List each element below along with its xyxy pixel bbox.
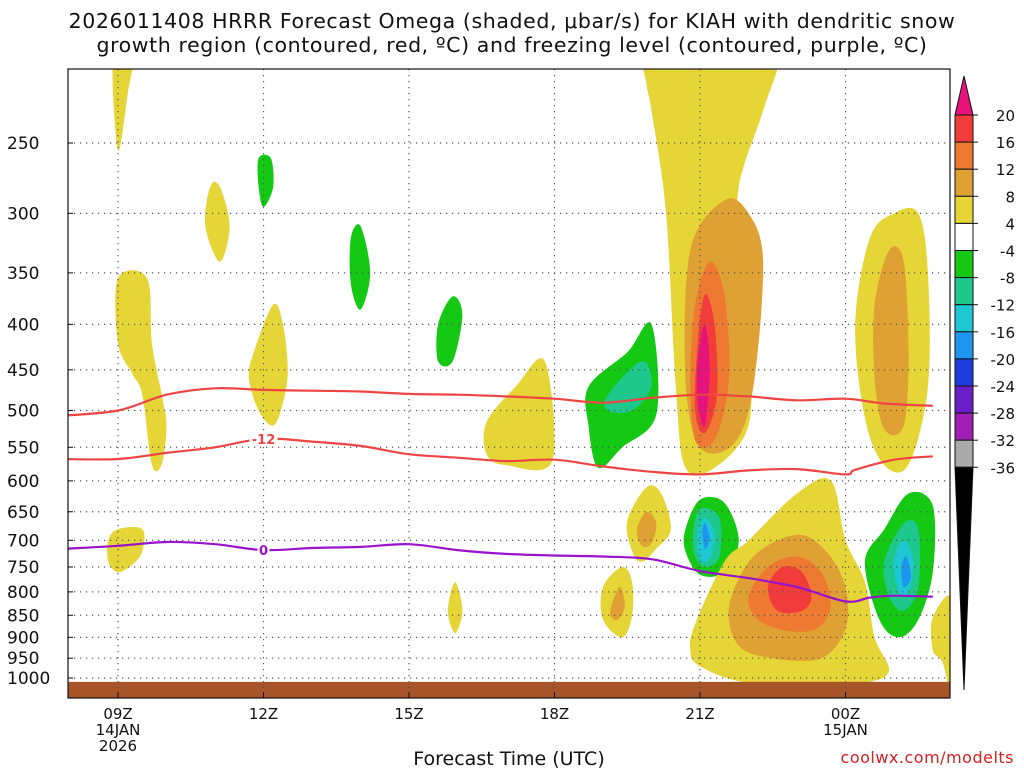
omega-region-22 [107,527,145,573]
y-tick-label-550: 550 [7,438,39,458]
isotherm-line-0 [68,437,933,476]
omega-region-0 [112,69,133,151]
colorbar-label-0: 20 [996,107,1015,125]
y-tick-label-300: 300 [7,204,39,224]
colorbar-bin-13 [954,439,974,468]
omega-region-1 [115,270,167,472]
colorbar-label-11: -28 [991,405,1016,423]
colorbar-label-3: 8 [1005,188,1015,206]
isotherm-label-0: -12 [252,433,276,448]
colorbar-bin-12 [954,412,974,441]
x-tick-label-15-1: 15Z [394,705,423,723]
y-tick-label-800: 800 [7,583,39,603]
x-tick-label-18-1: 18Z [540,705,569,723]
colorbar-bin-3 [954,168,974,197]
colorbar-label-9: -20 [991,351,1016,369]
y-tick-label-650: 650 [7,503,39,523]
omega-shading-layer [68,69,950,698]
colorbar-bin-5 [954,222,974,251]
colorbar-label-13: -36 [991,459,1016,477]
omega-region-30 [767,566,812,614]
colorbar-label-12: -32 [991,432,1016,450]
isotherm-label-bg-0 [249,431,278,446]
colorbar-bin-2 [954,141,974,170]
y-tick-label-1000: 1000 [7,669,50,689]
y-tick-label-900: 900 [7,628,39,648]
omega-region-35 [930,595,950,693]
omega-region-2 [204,181,230,262]
x-tick-label-9-1: 09Z [103,705,132,723]
colorbar-bin-8 [954,304,974,333]
colorbar-bin-11 [954,385,974,414]
omega-region-18 [636,511,657,547]
colorbar-bin-9 [954,331,974,360]
isotherm-label-bg-2 [257,543,270,558]
contour-layer: -12 0 [68,387,933,603]
isotherm-line-2 [68,540,933,603]
isotherm-line-1 [68,387,933,417]
omega-region-7 [483,358,555,471]
colorbar-label-6: -8 [1000,270,1015,288]
colorbar-bin-1 [954,114,974,143]
x-tick-label-9-2: 14JAN [96,721,141,739]
chart-title-line-2: growth region (contoured, red, ºC) and f… [96,33,928,57]
x-tick-label-9-3: 2026 [99,737,137,755]
omega-region-26 [702,523,710,549]
y-tick-label-600: 600 [7,472,39,492]
colorbar-label-1: 16 [996,134,1015,152]
y-tick-label-250: 250 [7,134,39,154]
y-tick-label-500: 500 [7,402,39,422]
colorbar-top-arrow [954,75,974,116]
colorbar-label-5: -4 [1000,243,1015,261]
x-tick-label-24-2: 15JAN [823,721,868,739]
x-tick-label-12-1: 12Z [249,705,278,723]
ground-layer [68,681,950,698]
colorbar-label-8: -16 [991,324,1016,342]
omega-region-21 [447,582,463,633]
omega-region-14 [696,324,710,427]
x-tick-label-24-1: 00Z [831,705,860,723]
axis-layer: 2503003504004505005506006507007508008509… [7,134,868,755]
x-tick-label-21-1: 21Z [685,705,714,723]
x-axis-label: Forecast Time (UTC) [413,748,604,768]
y-tick-label-400: 400 [7,315,39,335]
colorbar-label-7: -12 [991,297,1016,315]
y-tick-label-450: 450 [7,361,39,381]
colorbar-label-2: 12 [996,161,1015,179]
omega-region-5 [349,224,371,310]
y-tick-label-950: 950 [7,649,39,669]
isotherm-label-2: 0 [259,544,268,559]
omega-region-34 [901,556,912,588]
omega-region-20 [610,586,625,621]
colorbar-bin-6 [954,250,974,279]
y-tick-label-850: 850 [7,606,39,626]
colorbar-bin-7 [954,277,974,306]
plot-frame [67,68,951,699]
y-tick-label-350: 350 [7,264,39,284]
colorbar-legend: 20 16 12 8 4 -4 -8 -12 -16 -20 -24 -28 -32 -36 [954,75,1016,691]
omega-region-4 [248,303,288,426]
omega-region-16 [873,246,909,436]
colorbar-bin-4 [954,195,974,224]
colorbar-label-10: -24 [991,378,1016,396]
colorbar-bottom-arrow [954,466,974,691]
credit-text: coolwx.com/modelts [841,748,1014,767]
colorbar-bin-10 [954,358,974,387]
y-tick-label-750: 750 [7,558,39,578]
omega-region-6 [436,296,463,367]
omega-region-3 [257,154,274,207]
y-tick-label-700: 700 [7,531,39,551]
chart-title-line-1: 2026011408 HRRR Forecast Omega (shaded, … [68,9,956,33]
colorbar-label-4: 4 [1005,215,1015,233]
